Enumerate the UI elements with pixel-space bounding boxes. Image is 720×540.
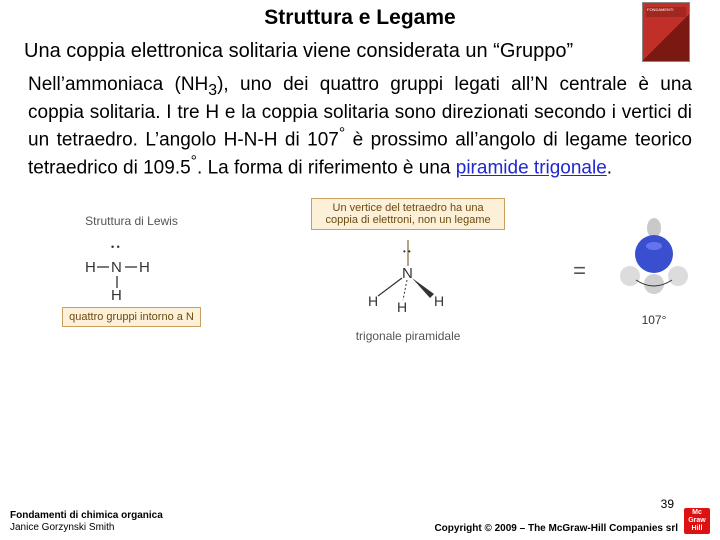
svg-text:H: H <box>434 293 444 309</box>
pyramid-structure-icon: • • N H H H <box>348 230 468 320</box>
page-title: Struttura e Legame <box>0 0 720 30</box>
footer-author: Janice Gorzynski Smith <box>10 522 163 534</box>
copyright-text: Copyright © 2009 – The McGraw-Hill Compa… <box>434 523 678 534</box>
lewis-label: Struttura di Lewis <box>20 214 243 228</box>
svg-text:H: H <box>368 293 378 309</box>
body-paragraph: Nell’ammoniaca (NH3), uno dei quattro gr… <box>0 67 720 180</box>
body-sub1: 3 <box>208 82 217 99</box>
shape-label: trigonale piramidale <box>265 329 551 343</box>
footer: Fondamenti di chimica organica Janice Go… <box>10 497 710 534</box>
footer-book-title: Fondamenti di chimica organica <box>10 510 163 522</box>
svg-text:• •: • • <box>403 247 411 256</box>
book-cover-thumb: FONDAMENTI <box>642 2 690 62</box>
figure-row: Struttura di Lewis • • H N H H quattro g… <box>0 198 720 343</box>
publisher-logo-icon: Mc Graw Hill <box>684 508 710 534</box>
svg-text:• •: • • <box>111 242 120 252</box>
svg-text:N: N <box>402 265 413 282</box>
ball-stick-icon <box>608 214 700 306</box>
section-heading: Una coppia elettronica solitaria viene c… <box>0 30 720 67</box>
model-panel: 107° <box>608 214 700 327</box>
lewis-panel: Struttura di Lewis • • H N H H quattro g… <box>20 214 243 327</box>
svg-text:H: H <box>111 287 122 302</box>
lewis-structure-icon: • • H N H H <box>79 232 184 302</box>
vertex-panel: Un vertice del tetraedro ha una coppia d… <box>265 198 551 343</box>
footer-left: Fondamenti di chimica organica Janice Go… <box>10 510 163 534</box>
svg-text:N: N <box>111 259 122 276</box>
svg-text:H: H <box>85 259 96 276</box>
lewis-tag: quattro gruppi intorno a N <box>62 307 201 327</box>
body-pre: Nell’ammoniaca (NH <box>28 74 208 95</box>
body-end: . <box>607 158 612 179</box>
angle-label: 107° <box>608 313 700 327</box>
body-mid3: . La forma di riferimento è una <box>197 158 456 179</box>
page-number: 39 <box>434 497 674 511</box>
svg-text:H: H <box>139 259 150 276</box>
body-highlight: piramide trigonale <box>456 158 607 179</box>
footer-right: 39 Copyright © 2009 – The McGraw-Hill Co… <box>434 497 710 534</box>
svg-text:H: H <box>397 299 407 315</box>
equals-sign: = <box>573 258 586 284</box>
vertex-tag: Un vertice del tetraedro ha una coppia d… <box>311 198 505 230</box>
